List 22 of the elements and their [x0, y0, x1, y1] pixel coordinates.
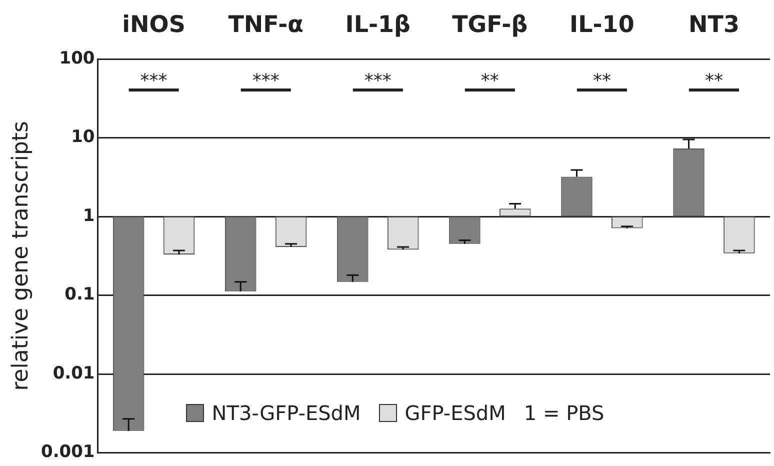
annotation: ***: [252, 70, 280, 92]
x-tick-label: TGF-β: [452, 12, 528, 38]
x-tick-label: IL-1β: [345, 12, 410, 38]
y-tick-label: 1: [82, 206, 95, 226]
y-tick-label: 0.001: [40, 442, 95, 462]
annotation: 1 = PBS: [524, 400, 604, 425]
annotation: ***: [140, 70, 168, 92]
y-tick-label: 0.1: [64, 284, 95, 305]
annotation: **: [480, 70, 499, 92]
y-tick-label: 100: [59, 48, 95, 68]
annotation: **: [592, 70, 611, 92]
legend-label: NT3-GFP-ESdM: [212, 400, 361, 425]
x-tick-label: iNOS: [122, 12, 186, 38]
y-tick-label: 0.01: [52, 363, 95, 384]
legend-label: GFP-ESdM: [404, 400, 506, 425]
y-tick-label: 10: [71, 127, 95, 148]
x-tick-label: TNF-α: [228, 12, 304, 38]
annotation: **: [704, 70, 723, 92]
annotation: ***: [364, 70, 392, 92]
x-tick-label: IL-10: [570, 12, 634, 38]
x-tick-label: NT3: [688, 12, 740, 38]
y-axis-title: relative gene transcripts: [8, 120, 34, 391]
